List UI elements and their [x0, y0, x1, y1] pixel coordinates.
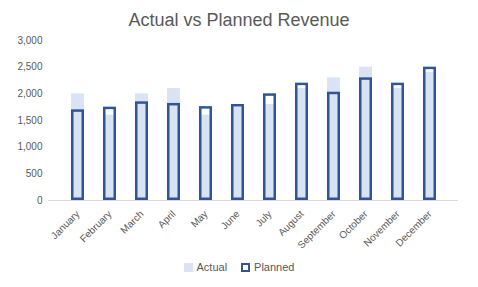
svg-text:May: May [189, 208, 210, 229]
svg-text:2,500: 2,500 [17, 61, 42, 72]
svg-text:November: November [361, 208, 402, 249]
svg-text:3,000: 3,000 [17, 35, 42, 46]
svg-text:October: October [336, 208, 370, 242]
html-text:Planned: Planned [254, 261, 295, 273]
svg-text:September: September [295, 208, 338, 251]
svg-text:1,000: 1,000 [17, 141, 42, 152]
svg-text:March: March [118, 208, 145, 235]
html-text:Actual: Actual [196, 261, 228, 273]
svg-text:December: December [393, 208, 434, 249]
svg-text:August: August [276, 208, 306, 238]
svg-text:June: June [219, 208, 242, 231]
svg-text:500: 500 [26, 168, 43, 179]
html-text:Actual vs Planned Revenue: Actual vs Planned Revenue [128, 10, 350, 30]
svg-text:April: April [156, 208, 178, 230]
svg-text:February: February [78, 208, 114, 244]
svg-text:January: January [48, 208, 82, 242]
svg-text:July: July [253, 208, 273, 228]
svg-text:0: 0 [37, 195, 43, 206]
svg-text:2,000: 2,000 [17, 88, 42, 99]
svg-text:1,500: 1,500 [17, 115, 42, 126]
